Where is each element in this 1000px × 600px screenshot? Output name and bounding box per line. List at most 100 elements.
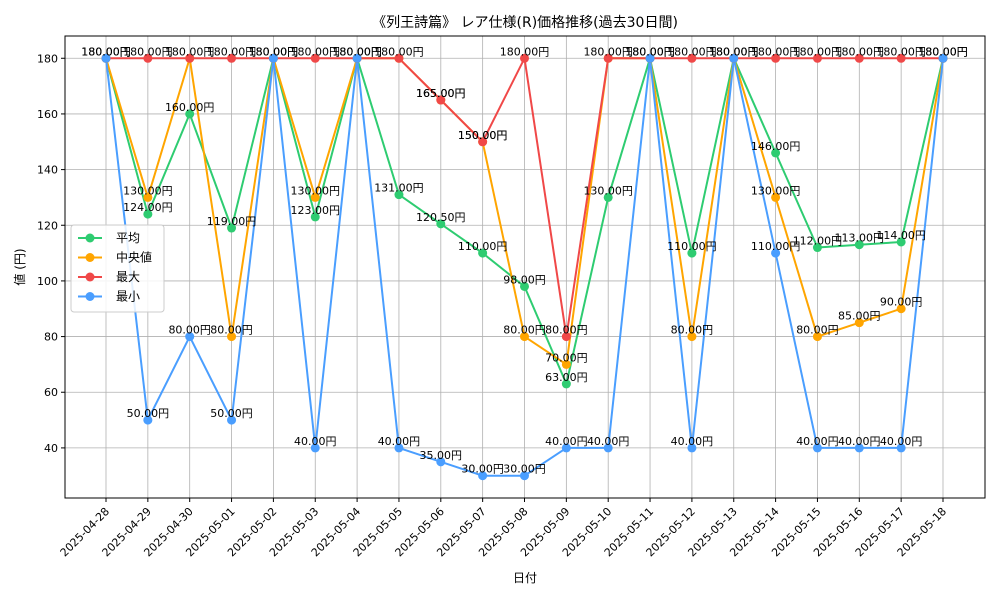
data-label-2: 180.00円	[500, 45, 550, 58]
data-point-0	[561, 379, 571, 389]
data-point-0	[520, 281, 529, 291]
y-tick-label: 140	[37, 164, 58, 177]
y-tick-label: 120	[37, 219, 58, 232]
data-point-2	[394, 53, 404, 63]
data-label-0: 123.00円	[291, 204, 341, 217]
legend-frame	[70, 224, 165, 313]
data-labels: 124.00円 160.00円 119.00円 123.00円 131.00円 120.5…	[81, 45, 968, 475]
data-point-1	[687, 332, 697, 342]
data-point-3	[687, 443, 697, 453]
data-point-0	[185, 109, 195, 119]
data-point-0	[143, 209, 153, 219]
legend-label: 平均	[116, 231, 140, 245]
data-label-2: 150.00円	[458, 129, 508, 142]
data-label-2: 180.00円	[835, 45, 885, 58]
chart-title: 《列王詩篇》 レア仕様(R)価格推移(過去30日間)	[372, 15, 678, 31]
data-label-2: 180.00円	[332, 45, 382, 58]
data-label-2: 180.00円	[207, 45, 257, 58]
y-tick-label: 60	[44, 386, 58, 399]
data-label-3: 80.00円	[168, 324, 211, 337]
data-label-1: 130.00円	[291, 184, 341, 197]
data-point-3	[394, 443, 404, 453]
series-points	[101, 53, 948, 481]
data-label-1: 80.00円	[210, 324, 253, 337]
data-label-3: 180.00円	[332, 45, 382, 58]
data-label-0: 120.50円	[416, 211, 466, 224]
data-label-1: 80.00円	[796, 324, 839, 337]
legend-label: 中央値	[116, 250, 152, 265]
data-label-3: 40.00円	[838, 435, 881, 448]
data-label-0: 112.00円	[793, 235, 843, 248]
data-label-3: 40.00円	[796, 435, 839, 448]
data-label-3: 50.00円	[210, 407, 253, 420]
data-point-2	[561, 332, 571, 342]
data-point-3	[310, 443, 320, 453]
y-axis-label: 値 (円)	[12, 248, 27, 285]
data-point-2	[310, 53, 320, 63]
data-label-2: 180.00円	[81, 45, 131, 58]
data-point-2	[896, 53, 906, 63]
data-label-2: 180.00円	[583, 45, 633, 58]
data-label-3: 40.00円	[880, 435, 923, 448]
data-point-1	[561, 359, 571, 369]
data-label-0: 114.00円	[876, 229, 926, 242]
data-point-3	[478, 471, 488, 481]
data-point-0	[436, 219, 446, 229]
data-label-0: 146.00円	[751, 140, 801, 153]
data-label-2: 180.00円	[751, 45, 801, 58]
data-label-2: 80.00円	[545, 324, 588, 337]
data-label-0: 98.00円	[503, 273, 546, 286]
data-point-2	[854, 53, 864, 63]
data-label-1: 130.00円	[123, 184, 173, 197]
data-label-2: 180.00円	[793, 45, 843, 58]
data-point-3	[143, 415, 153, 425]
data-point-2	[771, 53, 781, 63]
data-label-1: 70.00円	[545, 351, 588, 364]
data-point-2	[812, 53, 822, 63]
data-label-1: 80.00円	[503, 324, 546, 337]
data-label-0: 130.00円	[583, 184, 633, 197]
data-point-3	[938, 53, 948, 63]
data-label-2: 180.00円	[876, 45, 926, 58]
data-point-2	[603, 53, 613, 63]
y-tick-label: 80	[44, 331, 58, 344]
data-label-3: 40.00円	[587, 435, 630, 448]
y-tick-label: 40	[44, 442, 58, 455]
x-axis-label: 日付	[513, 571, 537, 585]
data-point-2	[185, 53, 195, 63]
data-point-2	[143, 53, 153, 63]
data-label-1: 80.00円	[671, 324, 714, 337]
legend-label: 最小	[116, 290, 140, 304]
data-label-3: 180.00円	[625, 45, 675, 58]
data-point-0	[227, 223, 237, 233]
data-point-1	[812, 332, 822, 342]
data-point-3	[645, 53, 655, 63]
data-point-0	[854, 240, 864, 250]
data-point-0	[812, 243, 822, 253]
data-label-3: 30.00円	[461, 463, 504, 476]
data-point-0	[310, 212, 320, 222]
data-label-0: 131.00円	[374, 182, 424, 195]
data-point-3	[268, 53, 278, 63]
data-label-1: 165.00円	[416, 87, 466, 100]
data-label-2: 180.00円	[667, 45, 717, 58]
data-point-3	[436, 457, 446, 467]
data-label-2: 180.00円	[918, 45, 968, 58]
data-label-0: 110.00円	[667, 240, 717, 253]
data-label-2: 180.00円	[374, 45, 424, 58]
data-label-2: 180.00円	[291, 45, 341, 58]
data-point-3	[812, 443, 822, 453]
data-point-3	[185, 332, 195, 342]
legend-swatch-marker	[85, 253, 95, 262]
data-label-3: 180.00円	[249, 45, 299, 58]
data-label-3: 40.00円	[378, 435, 421, 448]
data-point-1	[520, 332, 529, 342]
y-tick-label: 160	[37, 108, 58, 121]
data-label-2: 180.00円	[165, 45, 215, 58]
legend-label: 最大	[116, 270, 140, 284]
data-point-3	[771, 248, 781, 258]
data-point-1	[854, 318, 864, 328]
legend-swatch-marker	[85, 292, 95, 301]
